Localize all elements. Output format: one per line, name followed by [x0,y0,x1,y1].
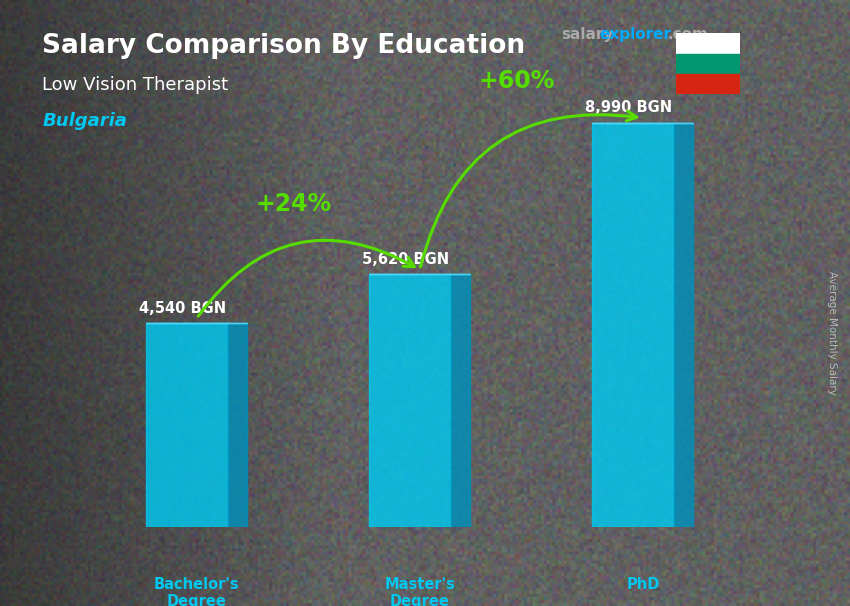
Text: Low Vision Therapist: Low Vision Therapist [42,76,229,94]
Bar [676,74,740,94]
Text: explorer: explorer [599,27,672,42]
Text: PhD: PhD [626,577,660,591]
Text: Bachelor's
Degree: Bachelor's Degree [154,577,240,606]
Bar [146,323,228,527]
Text: 8,990 BGN: 8,990 BGN [585,101,672,115]
Polygon shape [228,323,247,527]
Bar [676,53,740,74]
Text: Salary Comparison By Education: Salary Comparison By Education [42,33,525,59]
Polygon shape [674,122,694,527]
Text: 4,540 BGN: 4,540 BGN [139,301,226,316]
Text: +24%: +24% [255,192,332,216]
Bar [369,275,451,527]
Text: salary: salary [561,27,614,42]
Bar [592,122,674,527]
Bar [676,33,740,53]
Text: +60%: +60% [479,69,555,93]
FancyArrowPatch shape [198,240,415,316]
Text: Bulgaria: Bulgaria [42,112,128,130]
Text: .com: .com [667,27,708,42]
Text: Average Monthly Salary: Average Monthly Salary [827,271,837,395]
Text: 5,620 BGN: 5,620 BGN [362,252,449,267]
Polygon shape [451,275,470,527]
FancyArrowPatch shape [421,111,637,267]
Text: Master's
Degree: Master's Degree [384,577,456,606]
